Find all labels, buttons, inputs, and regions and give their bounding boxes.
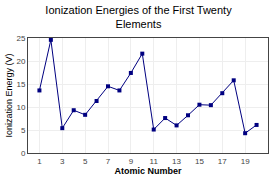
svg-text:11: 11 (150, 157, 159, 166)
svg-text:13: 13 (172, 157, 181, 166)
svg-text:9: 9 (129, 157, 134, 166)
svg-text:15: 15 (195, 157, 204, 166)
svg-text:5: 5 (21, 126, 26, 135)
svg-text:Ionization Energy (V): Ionization Energy (V) (4, 53, 14, 137)
svg-text:5: 5 (83, 157, 88, 166)
svg-text:1: 1 (37, 157, 42, 166)
svg-text:15: 15 (16, 80, 25, 89)
svg-text:17: 17 (218, 157, 227, 166)
svg-text:25: 25 (16, 34, 25, 43)
svg-text:7: 7 (106, 157, 111, 166)
svg-text:20: 20 (16, 57, 25, 66)
svg-text:10: 10 (16, 103, 25, 112)
svg-text:19: 19 (241, 157, 250, 166)
svg-text:0: 0 (21, 149, 26, 158)
svg-text:Ionization Energies of the Fir: Ionization Energies of the First TwentyE… (45, 4, 232, 30)
svg-text:Atomic Number: Atomic Number (114, 166, 182, 176)
svg-text:3: 3 (60, 157, 65, 166)
